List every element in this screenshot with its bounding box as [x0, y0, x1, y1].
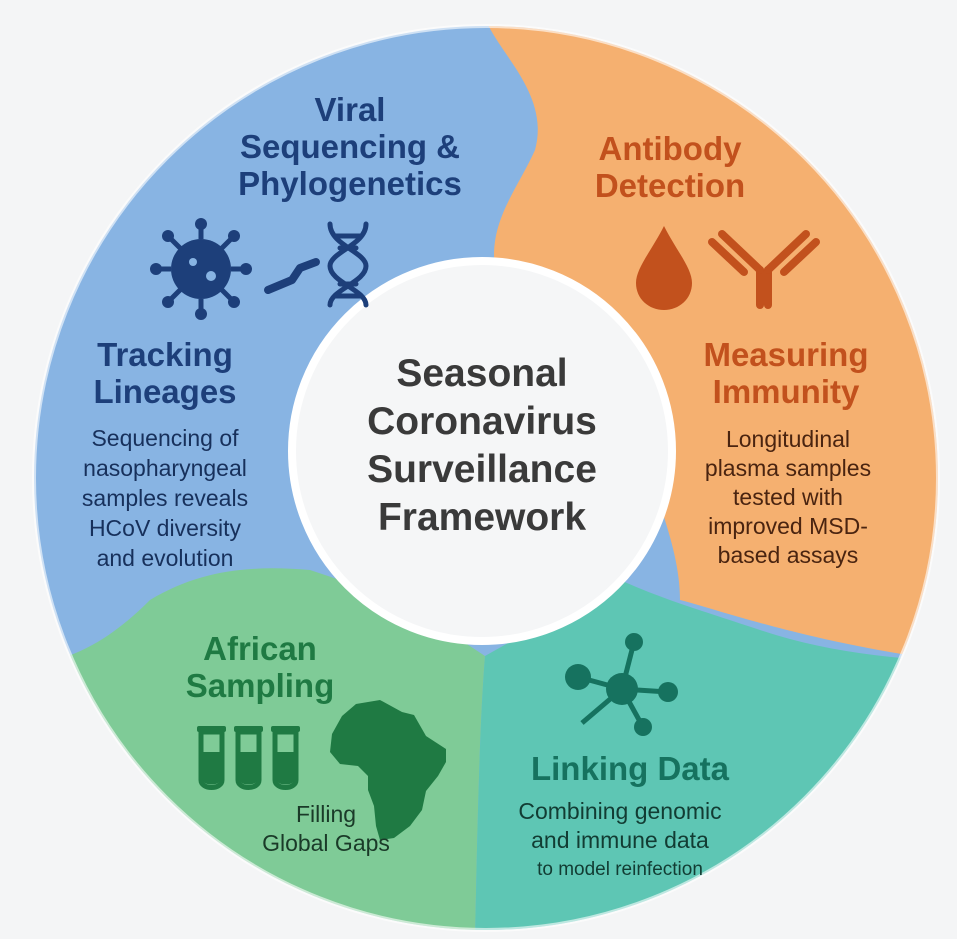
test-tube-icon [271, 726, 300, 790]
african-description: Filling Global Gaps [262, 801, 390, 856]
arm-icon [264, 258, 320, 294]
center-title: Seasonal Coronavirus Surveillance Framew… [367, 352, 597, 539]
antibody-title: Antibody Detection [594, 130, 746, 204]
linking-title: Linking Data [530, 750, 730, 787]
africa-map-icon [330, 700, 446, 840]
sequencing-title: Viral Sequencing & Phylogenetics [238, 91, 462, 202]
african-title: African Sampling [185, 630, 335, 704]
test-tube-icon [197, 726, 226, 790]
network-icon [565, 633, 678, 736]
virus-icon [150, 218, 252, 320]
tracking-title: Tracking Lineages [93, 336, 237, 410]
tracking-description: Sequencing of nasopharyngeal samples rev… [81, 425, 249, 571]
dna-icon [327, 221, 369, 308]
test-tube-icon [234, 726, 263, 790]
linking-description: Combining genomic and immune data to mod… [518, 798, 722, 880]
center-circle [288, 257, 676, 645]
immunity-description: Longitudinal plasma samples tested with … [704, 426, 872, 568]
blood-drop-icon [636, 226, 692, 310]
antibody-icon [708, 230, 820, 309]
immunity-title: Measuring Immunity [703, 336, 869, 410]
